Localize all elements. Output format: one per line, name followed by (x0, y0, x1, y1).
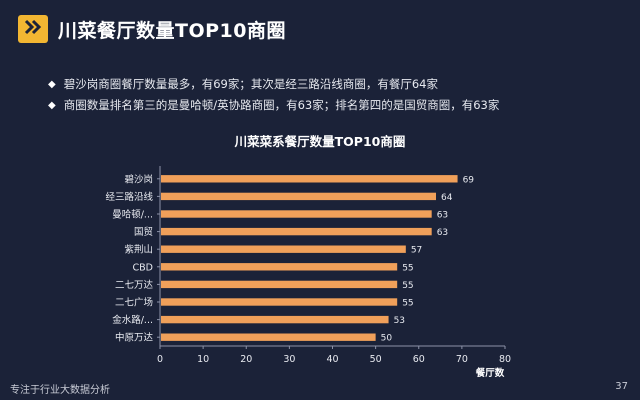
category-label: 二七万达 (115, 279, 154, 291)
x-tick-label: 50 (370, 354, 382, 365)
bar (161, 175, 458, 183)
footer-tagline: 专注于行业大数据分析 (10, 385, 110, 396)
data-label: 55 (402, 263, 413, 273)
x-tick-label: 30 (283, 354, 295, 365)
category-label: 碧沙岗 (124, 173, 153, 185)
category-label: 国贸 (134, 226, 153, 238)
category-label: 金水路/... (112, 314, 153, 326)
bullet-text: 商圈数量排名第三的是曼哈顿/英协路商圈，有63家；排名第四的是国贸商圈，有63家 (63, 98, 500, 112)
data-label: 53 (394, 316, 405, 326)
double-chevron-right-icon (23, 19, 43, 39)
bar (161, 280, 398, 289)
data-label: 55 (402, 299, 413, 309)
data-label: 63 (437, 211, 448, 221)
data-label: 64 (441, 193, 453, 203)
category-label: 经三路沿线 (105, 191, 153, 203)
title-badge (18, 15, 48, 43)
bar (161, 192, 436, 201)
title-bar: 川菜餐厅数量TOP10商圈 (18, 14, 286, 44)
x-axis-label: 餐厅数 (475, 367, 505, 379)
diamond-bullet-icon: ◆ (48, 100, 56, 111)
x-tick-label: 60 (413, 354, 425, 365)
bar-chart: 川菜菜系餐厅数量TOP10商圈 0 10 20 30 40 50 60 70 80 餐厅数 碧沙岗 69… (105, 134, 511, 379)
page-number: 37 (615, 381, 628, 392)
x-tick-label: 10 (197, 354, 209, 365)
x-tick-label: 70 (456, 354, 468, 365)
x-tick-label: 20 (240, 354, 252, 365)
bullet-item: ◆ 碧沙岗商圈餐厅数量最多，有69家；其次是经三路沿线商圈，有餐厅64家 (48, 74, 628, 95)
bullet-item: ◆ 商圈数量排名第三的是曼哈顿/英协路商圈，有63家；排名第四的是国贸商圈，有6… (48, 95, 628, 116)
page-title: 川菜餐厅数量TOP10商圈 (58, 19, 286, 42)
bar (161, 210, 432, 218)
category-label: 中原万达 (115, 332, 154, 344)
x-tick-label: 80 (499, 354, 511, 365)
x-tick-label: 40 (326, 354, 338, 365)
data-label: 55 (402, 281, 413, 291)
bar (161, 298, 398, 306)
category-label: 曼哈顿/... (112, 209, 153, 221)
bullet-text: 碧沙岗商圈餐厅数量最多，有69家；其次是经三路沿线商圈，有餐厅64家 (63, 77, 438, 91)
bar (161, 245, 406, 253)
x-tick-label: 0 (157, 354, 163, 365)
bullet-list: ◆ 碧沙岗商圈餐厅数量最多，有69家；其次是经三路沿线商圈，有餐厅64家 ◆ 商… (48, 74, 628, 116)
chart-container: 川菜菜系餐厅数量TOP10商圈 0 10 20 30 40 50 60 70 80 餐厅数 碧沙岗 69… (0, 128, 640, 380)
diamond-bullet-icon: ◆ (48, 79, 56, 90)
category-label: CBD (133, 262, 153, 273)
category-label: 二七广场 (115, 297, 153, 309)
chart-title: 川菜菜系餐厅数量TOP10商圈 (234, 134, 406, 149)
bar (161, 315, 389, 324)
bar (161, 333, 376, 341)
data-label: 57 (411, 246, 422, 256)
data-label: 63 (437, 228, 448, 238)
data-label: 50 (381, 334, 393, 344)
category-label: 紫荆山 (124, 244, 153, 256)
bar (161, 227, 432, 236)
data-label: 69 (463, 175, 475, 185)
bar (161, 263, 398, 271)
